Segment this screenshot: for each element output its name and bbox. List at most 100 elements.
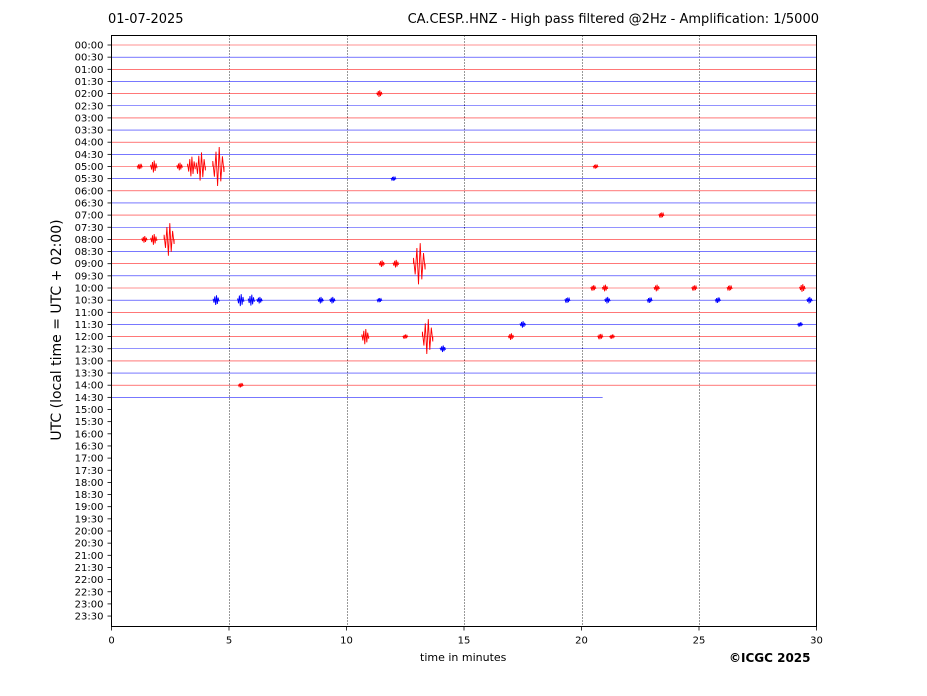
y-tick-label: 01:00 xyxy=(75,65,104,76)
event-spike xyxy=(187,156,196,177)
event-spike xyxy=(590,284,597,292)
y-tick-label: 10:30 xyxy=(75,296,104,307)
y-axis-label: UTC (local time = UTC + 02:00) xyxy=(49,219,65,441)
y-tick-label: 17:00 xyxy=(75,454,104,465)
y-tick-label: 11:30 xyxy=(75,320,104,331)
date-label: 01-07-2025 xyxy=(108,12,184,27)
x-tick-label: 0 xyxy=(108,636,114,647)
y-tick-label: 00:00 xyxy=(75,41,104,52)
event-spike xyxy=(150,233,158,245)
x-tick-label: 20 xyxy=(575,636,588,647)
event-spike xyxy=(604,296,611,304)
event-spike xyxy=(176,162,183,171)
y-tick-label: 04:30 xyxy=(75,150,104,161)
y-tick-label: 21:30 xyxy=(75,563,104,574)
event-spike xyxy=(195,152,206,181)
y-tick-label: 10:00 xyxy=(75,284,104,295)
event-spike xyxy=(806,296,813,304)
event-spike xyxy=(237,294,245,307)
event-spike xyxy=(402,334,409,340)
x-axis-label: time in minutes xyxy=(420,651,507,664)
y-tick-label: 23:00 xyxy=(75,599,104,610)
event-spike xyxy=(392,259,399,268)
event-spike xyxy=(247,294,255,306)
y-tick-label: 21:00 xyxy=(75,551,104,562)
y-tick-label: 22:00 xyxy=(75,575,104,586)
event-spike xyxy=(329,296,336,304)
y-tick-label: 00:30 xyxy=(75,53,104,64)
y-tick-label: 01:30 xyxy=(75,77,104,88)
event-spike xyxy=(376,297,383,303)
y-tick-label: 03:00 xyxy=(75,113,104,124)
y-tick-label: 13:30 xyxy=(75,369,104,380)
event-spike xyxy=(507,333,515,340)
y-tick-label: 16:00 xyxy=(75,429,104,440)
event-spike xyxy=(256,296,263,304)
y-tick-label: 12:30 xyxy=(75,344,104,355)
trace-lines xyxy=(111,44,817,398)
y-tick-label: 07:30 xyxy=(75,223,104,234)
y-tick-label: 17:30 xyxy=(75,466,104,477)
y-tick-label: 12:00 xyxy=(75,332,104,343)
y-tick-label: 09:00 xyxy=(75,259,104,270)
y-tick-label: 14:30 xyxy=(75,393,104,404)
event-spike xyxy=(421,319,434,355)
event-spike xyxy=(439,345,446,353)
y-tick-label: 18:30 xyxy=(75,490,104,501)
event-spike xyxy=(317,296,324,304)
x-tick-label: 15 xyxy=(458,636,471,647)
event-spike xyxy=(601,284,609,292)
x-tick-label: 30 xyxy=(810,636,823,647)
y-tick-label: 16:30 xyxy=(75,441,104,452)
y-tick-label: 02:30 xyxy=(75,101,104,112)
y-tick-label: 07:00 xyxy=(75,211,104,222)
y-tick-label: 15:00 xyxy=(75,405,104,416)
event-spike xyxy=(592,163,599,170)
event-spike xyxy=(163,223,175,256)
credit-label: ©ICGC 2025 xyxy=(729,651,811,665)
event-spike xyxy=(390,176,397,182)
y-tick-label: 22:30 xyxy=(75,587,104,598)
event-spike xyxy=(136,163,143,170)
event-spike xyxy=(237,382,244,388)
y-tick-label: 23:30 xyxy=(75,612,104,623)
plot-frame xyxy=(111,35,817,627)
event-spike xyxy=(519,321,526,328)
event-spike xyxy=(653,284,660,292)
event-spike xyxy=(378,260,385,268)
event-spike xyxy=(141,236,148,243)
event-spike xyxy=(564,296,571,304)
x-tick-label: 10 xyxy=(340,636,353,647)
event-spike xyxy=(726,284,733,292)
y-tick-label: 08:30 xyxy=(75,247,104,258)
event-spike xyxy=(658,211,665,219)
y-tick-label: 05:00 xyxy=(75,162,104,173)
event-spike xyxy=(212,295,220,306)
y-tick-label: 03:30 xyxy=(75,126,104,137)
event-spike xyxy=(376,90,383,97)
y-tick-label: 05:30 xyxy=(75,174,104,185)
event-spike xyxy=(212,146,225,187)
y-tick-label: 02:00 xyxy=(75,89,104,100)
chart-title: CA.CESP..HNZ - High pass filtered @2Hz -… xyxy=(407,12,819,27)
y-tick-label: 19:00 xyxy=(75,502,104,513)
event-spike xyxy=(691,284,698,292)
event-spike xyxy=(361,328,370,345)
y-tick-label: 19:30 xyxy=(75,514,104,525)
y-tick-label: 11:00 xyxy=(75,308,104,319)
y-tick-label: 20:00 xyxy=(75,527,104,538)
x-tick-label: 5 xyxy=(226,636,232,647)
y-tick-label: 06:00 xyxy=(75,186,104,197)
y-tick-label: 13:00 xyxy=(75,356,104,367)
x-tick-label: 25 xyxy=(693,636,706,647)
event-spike xyxy=(413,243,426,285)
event-spike xyxy=(609,334,615,340)
event-spike xyxy=(714,296,721,304)
grid-lines xyxy=(229,35,700,627)
y-tick-label: 14:00 xyxy=(75,381,104,392)
x-axis: 0 5 10 15 20 25 30 xyxy=(108,626,823,647)
y-tick-label: 15:30 xyxy=(75,417,104,428)
y-tick-label: 08:00 xyxy=(75,235,104,246)
event-spike xyxy=(597,333,604,340)
